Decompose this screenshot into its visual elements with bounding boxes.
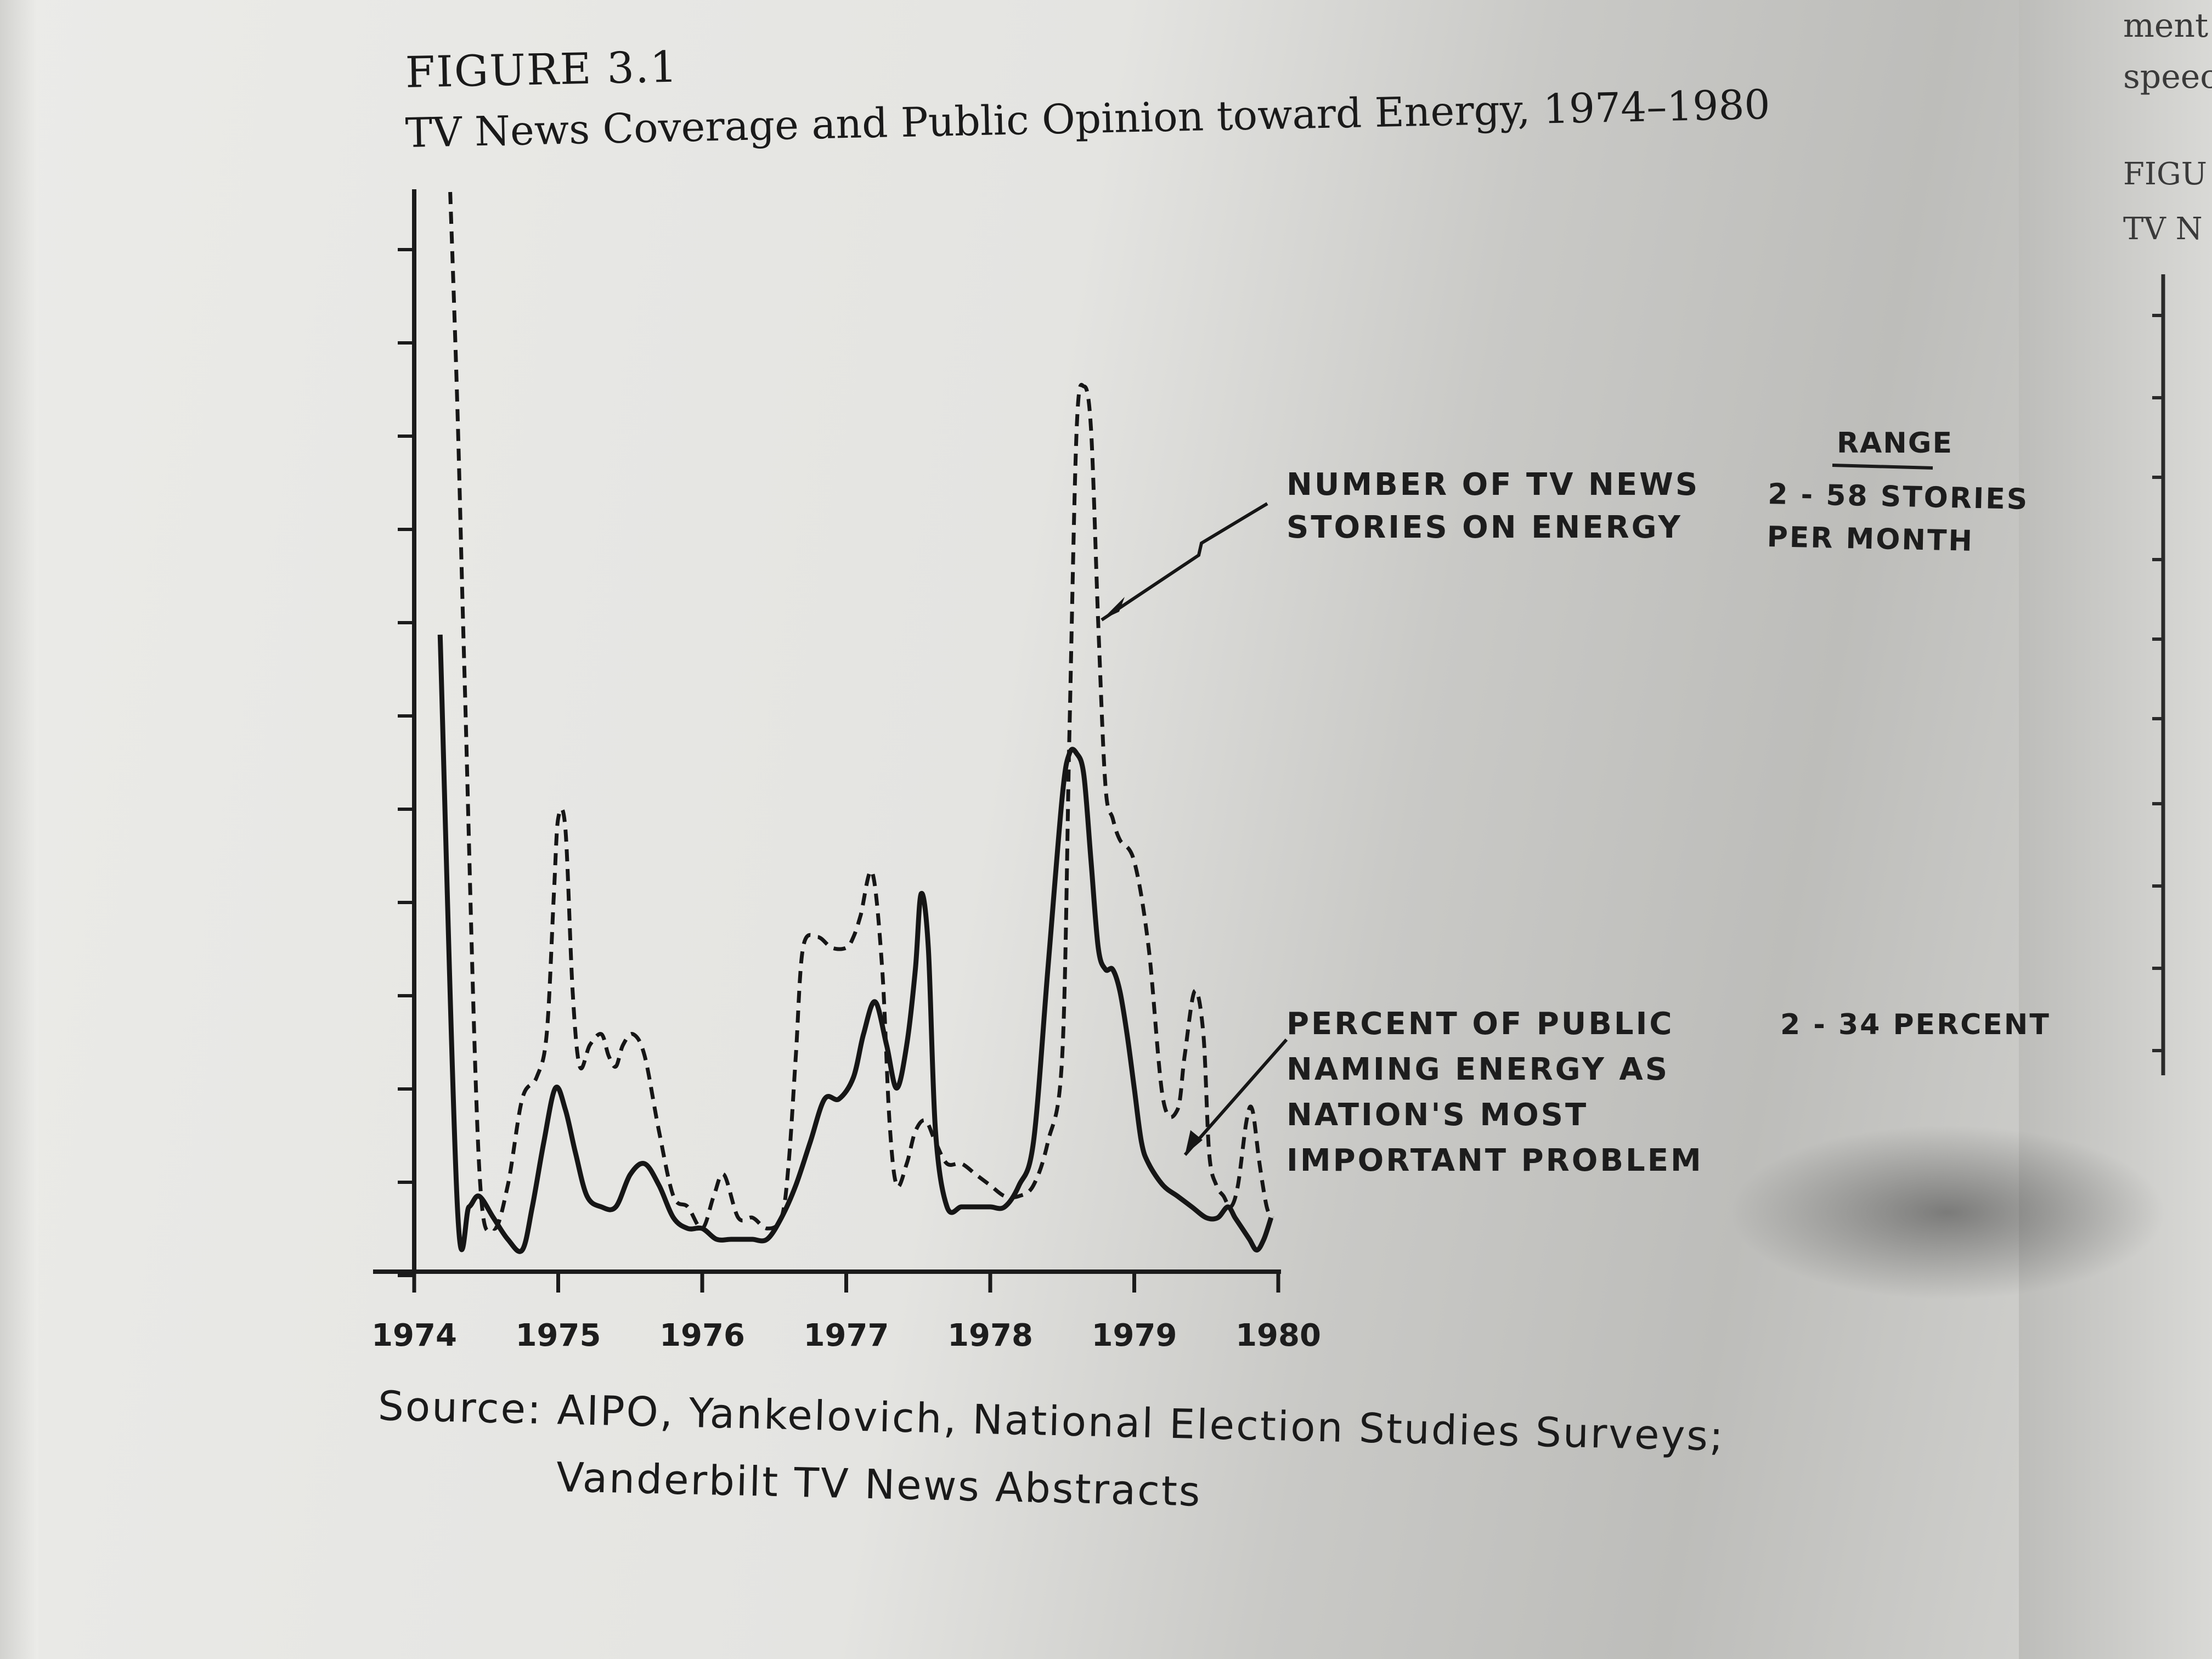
tv-news-series-label: STORIES ON ENERGY — [1286, 510, 1683, 545]
adjacent-page-figure-title: TV N — [2123, 211, 2203, 247]
series-line-public-percent — [437, 634, 1274, 1254]
tv-news-range: PER MONTH — [1767, 521, 1974, 558]
arrowhead-icon — [1185, 1130, 1203, 1155]
shadow — [1728, 1125, 2167, 1300]
chart-annotations: NUMBER OF TV NEWS STORIES ON ENERGY PERCEN… — [1101, 427, 2051, 1178]
series-line-tv-news-stories — [448, 191, 1274, 1233]
adjacent-page: ment speec FIGU TV N — [2019, 0, 2212, 1659]
public-percent-series-label: NAMING ENERGY AS — [1286, 1052, 1669, 1087]
public-percent-series-label: IMPORTANT PROBLEM — [1286, 1143, 1703, 1178]
x-tick-label: 1980 — [1235, 1318, 1321, 1353]
public-percent-leader-line — [1183, 1039, 1288, 1156]
tv-news-leader-line — [1101, 502, 1268, 622]
x-tick-label: 1977 — [804, 1318, 889, 1353]
tv-news-range: 2 - 58 STORIES — [1768, 478, 2029, 516]
range-header: RANGE — [1837, 427, 1953, 460]
public-percent-series-label: PERCENT OF PUBLIC — [1286, 1006, 1674, 1042]
x-tick-label: 1975 — [516, 1318, 601, 1353]
range-header-underline — [1832, 464, 1933, 470]
public-percent-range: 2 - 34 PERCENT — [1780, 1008, 2051, 1041]
public-percent-series-label: NATION'S MOST — [1286, 1097, 1588, 1133]
x-tick-label: 1974 — [371, 1318, 457, 1353]
adjacent-page-axis — [2152, 274, 2165, 1075]
x-tick-label: 1976 — [659, 1318, 745, 1353]
arrowhead-icon — [1102, 597, 1125, 620]
page-edge — [0, 0, 38, 1659]
adjacent-page-text: speec — [2123, 58, 2212, 96]
tv-news-series-label: NUMBER OF TV NEWS — [1286, 467, 1700, 503]
x-tick-label: 1979 — [1092, 1318, 1177, 1353]
adjacent-page-text: ment — [2123, 7, 2209, 45]
adjacent-page-figure-label: FIGU — [2123, 156, 2207, 192]
x-tick-label: 1978 — [947, 1318, 1033, 1353]
chart-series — [437, 191, 1274, 1254]
chart-axes: 1974 1975 1976 1977 1978 1979 1980 — [371, 189, 1321, 1353]
